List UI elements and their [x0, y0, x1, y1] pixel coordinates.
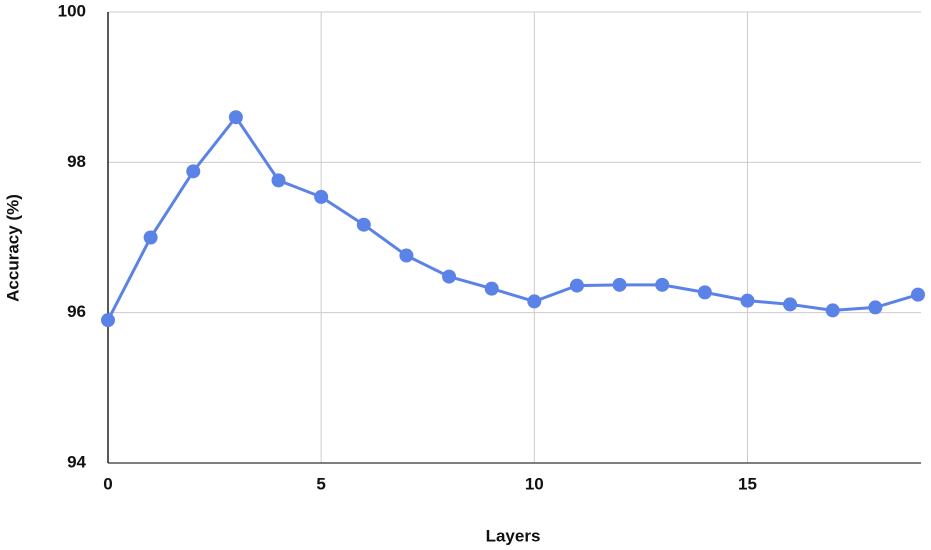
x-tick-label: 15: [738, 474, 757, 493]
point: [527, 294, 542, 309]
line: [106, 114, 919, 321]
y-tick-label: 98: [67, 152, 86, 171]
point: [186, 164, 201, 179]
point: [783, 297, 798, 312]
point: [143, 230, 158, 245]
x-tick-label: 10: [525, 474, 544, 493]
point: [399, 248, 414, 263]
point: [314, 189, 329, 204]
point: [101, 313, 115, 328]
point: [612, 277, 627, 292]
point: [655, 277, 670, 292]
point: [825, 303, 840, 318]
y-tick-label: 96: [67, 302, 86, 321]
x-tick-label: 0: [103, 474, 112, 493]
point: [484, 281, 499, 296]
point: [868, 300, 883, 315]
point: [569, 278, 584, 293]
point: [356, 217, 371, 232]
y-axis-title: Accuracy (%): [3, 194, 22, 302]
x-axis-title: Layers: [486, 526, 541, 545]
point: [911, 287, 925, 302]
point: [271, 173, 286, 188]
point: [697, 285, 712, 300]
x-tick-label: 5: [316, 474, 325, 493]
point: [740, 293, 755, 308]
point: [442, 269, 457, 284]
y-tick-label: 100: [58, 1, 86, 20]
point: [228, 110, 243, 125]
y-tick-label: 94: [67, 452, 86, 471]
